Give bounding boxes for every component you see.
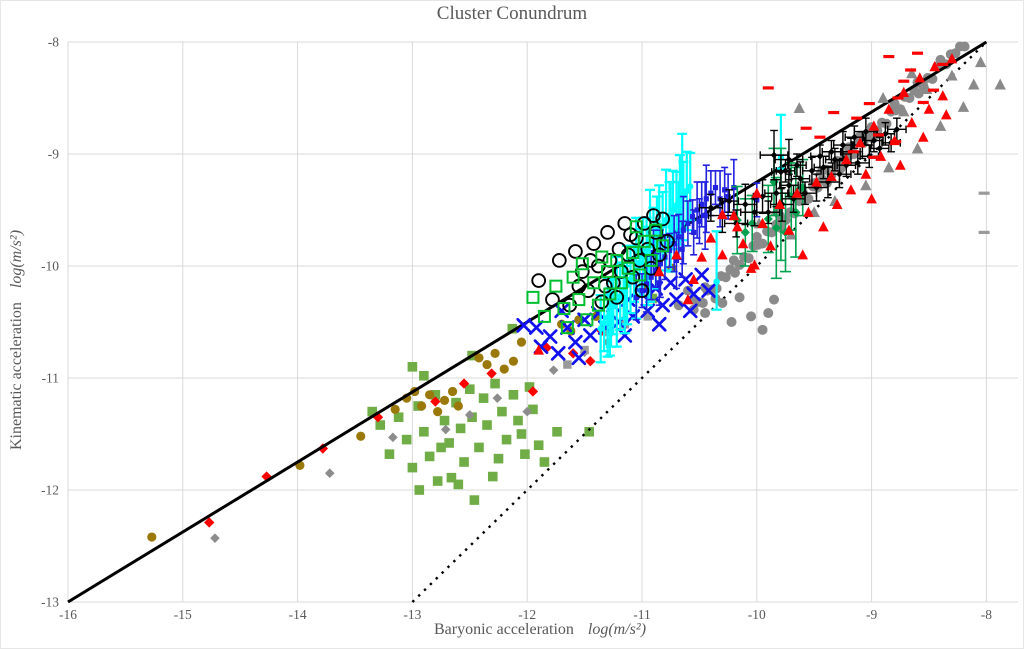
x-tick-label: -13 (403, 607, 421, 622)
x-tick-label: -9 (866, 607, 877, 622)
series-red-triangles (533, 53, 958, 355)
series-red-dashes (762, 51, 949, 159)
x-tick-label: -10 (748, 607, 766, 622)
chart-title: Cluster Conundrum (436, 3, 588, 24)
x-tick-label: -11 (633, 607, 651, 622)
x-axis-title: Baryonic acceleration log(m/s²) (434, 621, 646, 639)
y-axis-unit: log(m/s²) (8, 229, 25, 289)
x-axis-label: Baryonic acceleration (433, 621, 574, 638)
y-tick-label: -9 (48, 147, 59, 162)
y-axis-label: Kinematic acceleration (8, 302, 25, 451)
y-tick-label: -10 (41, 259, 59, 274)
x-axis-unit: log(m/s²) (587, 621, 647, 638)
y-axis-title: Kinematic acceleration log(m/s²) (8, 230, 26, 450)
x-tick-label: -14 (289, 607, 307, 622)
series-unity-dotted-line (411, 41, 988, 603)
y-tick-label: -8 (48, 35, 59, 50)
x-tick-label: -15 (174, 607, 192, 622)
series-green-open-squares (526, 220, 670, 335)
x-tick-label: -16 (59, 607, 77, 622)
series-gray-dashes (978, 191, 990, 234)
x-tick-label: -12 (518, 607, 536, 622)
y-tick-label: -13 (41, 595, 59, 610)
x-tick-label: -8 (981, 607, 992, 622)
y-tick-label: -11 (42, 371, 60, 386)
series-red-diamonds (204, 325, 608, 528)
tick-labels: -16 -15 -14 -13 -12 -11 -10 -9 -8 -8 -9 -10 -11 -12 -1… (41, 35, 992, 623)
y-tick-label: -12 (41, 483, 59, 498)
